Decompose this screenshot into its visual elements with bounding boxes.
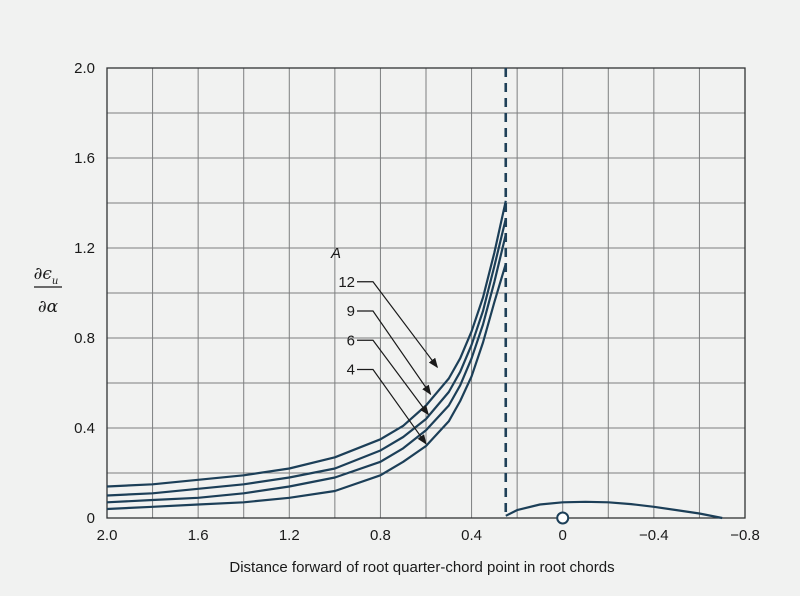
x-tick-label: 1.6 [188, 527, 209, 544]
leader-label-9: 9 [347, 303, 355, 320]
plot-frame [106, 67, 746, 519]
x-tick-label: 0 [559, 527, 567, 544]
y-tick-label: 0 [87, 510, 95, 527]
series-line-4 [106, 263, 507, 511]
x-tick-label: 0.8 [370, 527, 391, 544]
y-tick-label: 0.8 [74, 330, 95, 347]
leader-arrow-6 [357, 339, 429, 416]
y-tick-label: 1.6 [74, 150, 95, 167]
leader-arrow-9 [357, 310, 432, 396]
x-tick-label: −0.4 [639, 527, 669, 544]
x-tick-label: 1.2 [279, 527, 300, 544]
leader-label-4: 4 [347, 362, 355, 379]
tick-labels: 2.0 1.6 1.2 0.8 0.4 0 −0.4 −0.8 0 0.4 0.8 1.2 1.6 2.0 [74, 60, 760, 544]
svg-text:∂ϵu: ∂ϵu [34, 264, 59, 287]
origin-marker [556, 511, 570, 525]
x-tick-label: −0.8 [730, 527, 760, 544]
x-axis-title: Distance forward of root quarter-chord p… [229, 559, 614, 576]
parameter-label: A [330, 245, 341, 262]
leaders-group: 12 9 6 4 [338, 274, 439, 445]
y-axis-title: ∂ϵu ∂α [34, 264, 62, 317]
series-line-6 [106, 234, 507, 504]
x-tick-label: 0.4 [461, 527, 482, 544]
y-tick-label: 1.2 [74, 240, 95, 257]
series-group [106, 68, 723, 525]
grid [106, 67, 746, 519]
leader-label-6: 6 [347, 332, 355, 349]
y-axis-title-numerator: ∂ϵ [34, 264, 53, 284]
leader-label-12: 12 [338, 274, 355, 291]
series-line-aft [505, 500, 723, 520]
leader-arrow-12 [357, 281, 439, 369]
x-tick-label: 2.0 [97, 527, 118, 544]
y-axis-title-subscript: u [52, 276, 58, 287]
y-tick-label: 0.4 [74, 420, 95, 437]
y-tick-label: 2.0 [74, 60, 95, 77]
leader-arrow-4 [357, 368, 427, 445]
y-axis-title-denominator: ∂α [38, 297, 59, 317]
series-line-9 [106, 218, 507, 497]
series-line-12 [106, 200, 507, 488]
